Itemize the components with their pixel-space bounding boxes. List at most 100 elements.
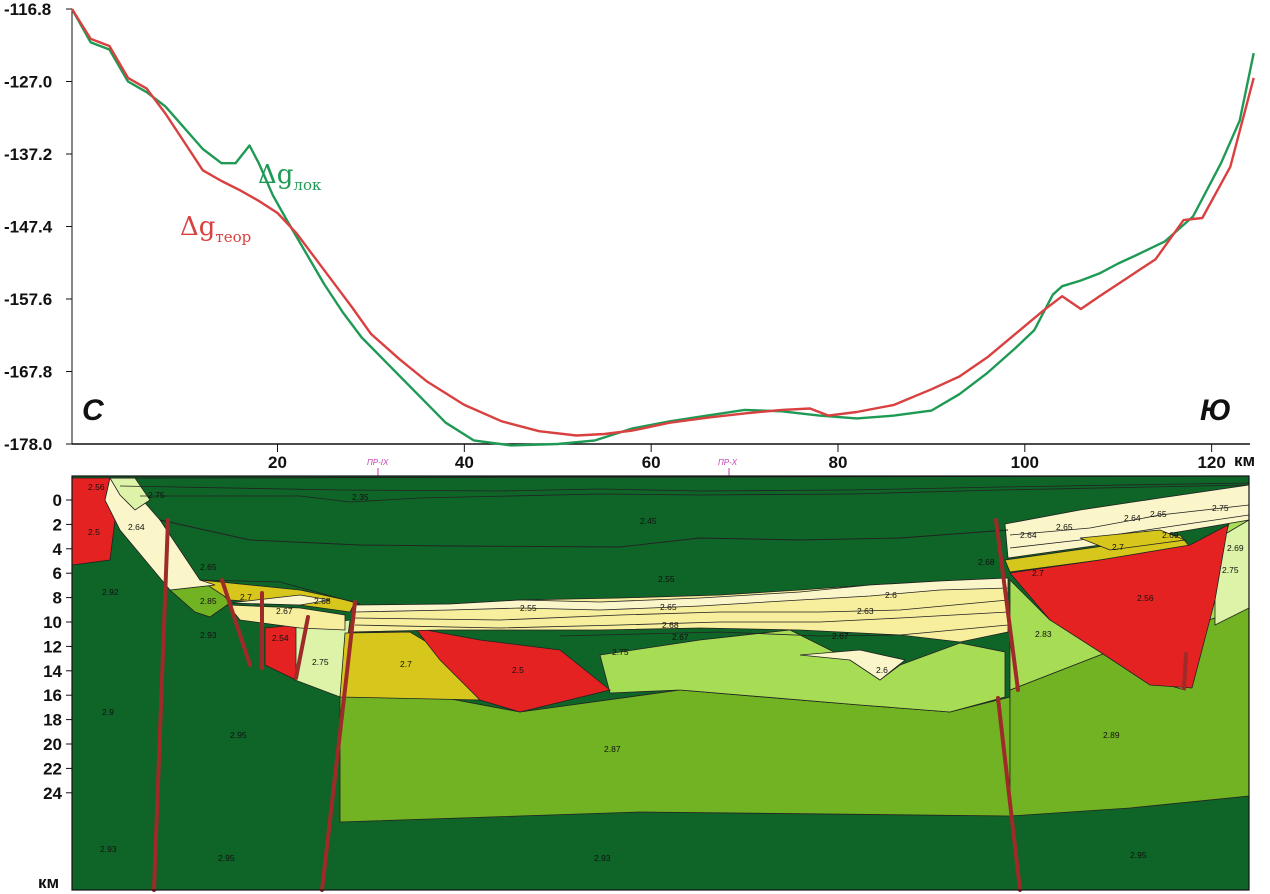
x-tick-label: 60 [642, 453, 661, 472]
density-label: 2.67 [672, 632, 689, 642]
density-label: 2.92 [102, 587, 119, 597]
density-label: 2.64 [1124, 513, 1141, 523]
sediment-boundary-2 [354, 611, 1009, 629]
depth-tick-label: 2 [53, 515, 62, 534]
density-label: 2.95 [1130, 850, 1147, 860]
fault-7 [996, 696, 1022, 892]
sediment-boundary-1 [354, 599, 1009, 621]
density-label: 2.7 [400, 659, 412, 669]
density-label: 2.7 [240, 592, 252, 602]
sediment-top-band [354, 577, 1009, 613]
density-label: 2.64 [1020, 530, 1037, 540]
fault-4 [294, 615, 310, 680]
density-label: 2.95 [230, 730, 247, 740]
density-label: 2.75 [312, 657, 329, 667]
density-label: 2.93 [594, 853, 611, 863]
density-label: 2.45 [640, 516, 657, 526]
density-label: 2.75 [148, 490, 165, 500]
y-tick-label: -116.8 [4, 0, 51, 19]
series-line-local [70, 8, 1255, 447]
density-label: 2.95 [218, 853, 235, 863]
density-label: 2.55 [658, 574, 675, 584]
y-tick-label: -157.6 [4, 290, 52, 309]
layer-2.87 [339, 689, 1011, 823]
depth-tick-label: 0 [53, 491, 62, 510]
depth-tick-label: 6 [53, 564, 62, 583]
boundary-2.45 [159, 519, 1009, 548]
density-label: 2.5 [88, 527, 100, 537]
boundary-2.35b [140, 484, 1250, 503]
depth-unit: км [38, 873, 59, 892]
density-label: 2.67 [832, 631, 849, 641]
density-label: 2.65 [660, 602, 677, 612]
x-tick-label: 120 [1197, 453, 1225, 472]
series-line-theoretical [70, 8, 1255, 437]
density-label: 2.65 [1056, 522, 1073, 532]
density-label: 2.69 [1227, 543, 1244, 553]
layer-2.5-center [414, 627, 611, 713]
density-label: 2.68 [978, 557, 995, 567]
density-label: 2.68 [662, 620, 679, 630]
gravity-curves [70, 8, 1255, 447]
layer-2.68-left [229, 594, 331, 606]
fault-6 [994, 518, 1020, 692]
boundary-2.65-left [199, 579, 361, 605]
layer-2.67-left [227, 604, 346, 631]
series-label-theoretical: Δgтеор [180, 212, 251, 246]
density-label: 2.83 [1035, 629, 1052, 639]
y-tick-label: -178.0 [4, 435, 52, 454]
density-label: 2.7 [1112, 542, 1124, 552]
density-label: 2.9 [102, 707, 114, 717]
density-label: 2.64 [128, 522, 145, 532]
depth-tick-label: 24 [43, 784, 62, 803]
y-tick-label: -167.8 [4, 363, 52, 382]
depth-tick-label: 22 [43, 759, 62, 778]
depth-tick-label: 8 [53, 589, 62, 608]
profile-mark-ix: ПР-IX [367, 458, 389, 467]
x-tick-label: 80 [829, 453, 848, 472]
density-label: 2.65 [1150, 509, 1167, 519]
density-label: 2.87 [604, 744, 621, 754]
density-label: 2.69 [1162, 530, 1179, 540]
y-tick-label: -127.0 [4, 73, 52, 92]
depth-tick-label: 10 [43, 613, 62, 632]
density-label: 2.35 [352, 492, 369, 502]
x-tick-label: 40 [455, 453, 474, 472]
density-label: 2.75 [1222, 565, 1239, 575]
x-tick-label: 20 [268, 453, 287, 472]
series-label-local: Δgлок [258, 160, 322, 194]
x-axis-ticks: 20 40 60 80 100 120 км [268, 444, 1255, 472]
density-label: 2.7 [1032, 568, 1044, 578]
sediment-boundary-3 [559, 624, 1009, 637]
density-label: 2.75 [612, 647, 629, 657]
y-tick-label: -147.4 [4, 218, 53, 237]
gravity-graph: -116.8 -127.0 -137.2 -147.4 -157.6 -167.8 -178… [4, 0, 1255, 476]
corner-label-south: Ю [1200, 394, 1231, 427]
density-label: 2.63 [857, 606, 874, 616]
depth-tick-label: 16 [43, 686, 62, 705]
density-labels: 2.56 2.75 2.35 2.45 2.5 2.64 2.65 2.55 2… [88, 482, 1244, 863]
density-label: 2.6 [876, 665, 888, 675]
layer-2.6-lens [799, 649, 906, 681]
density-label: 2.93 [100, 844, 117, 854]
x-tick-label: 100 [1011, 453, 1039, 472]
density-label: 2.75 [1212, 503, 1229, 513]
depth-tick-label: 4 [53, 540, 63, 559]
density-label: 2.65 [200, 562, 217, 572]
density-label: 2.85 [200, 596, 217, 606]
density-label: 2.54 [272, 633, 289, 643]
density-label: 2.89 [1103, 730, 1120, 740]
depth-tick-label: 12 [43, 637, 62, 656]
density-label: 2.67 [276, 606, 293, 616]
corner-label-north: С [82, 394, 105, 427]
fault-5 [320, 600, 357, 892]
density-label: 2.93 [200, 630, 217, 640]
profile-mark-x: ПР-X [718, 458, 738, 467]
layer-2.56-right [1009, 524, 1229, 689]
fault-8 [1182, 652, 1188, 690]
depth-tick-label: 20 [43, 735, 62, 754]
depth-tick-label: 18 [43, 711, 62, 730]
